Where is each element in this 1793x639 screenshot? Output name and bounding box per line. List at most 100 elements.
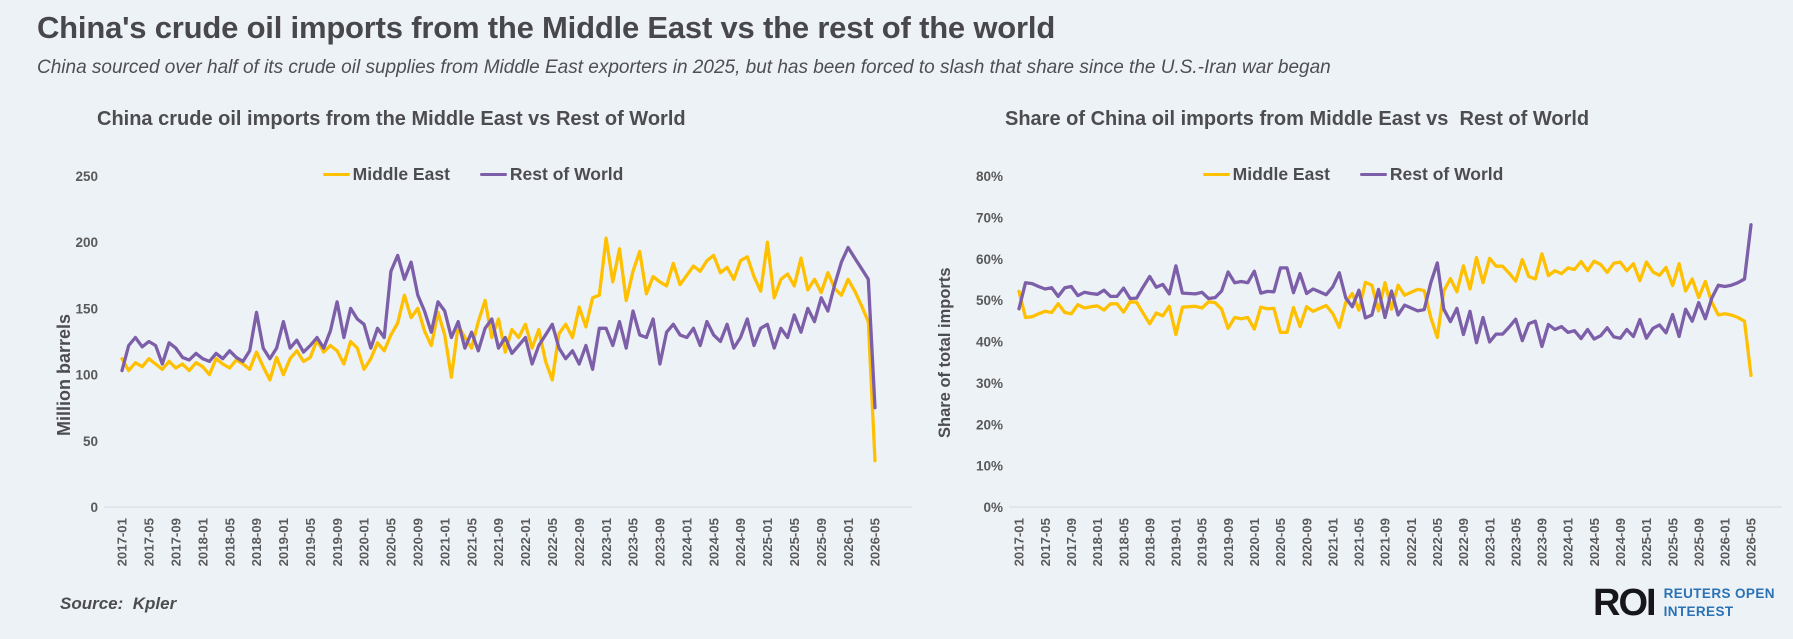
source-note: Source: Kpler <box>60 594 177 613</box>
x-tick-label: 2025-05 <box>1665 518 1680 566</box>
y-tick-label: 80% <box>976 169 1003 184</box>
x-tick-label: 2021-09 <box>1378 518 1393 566</box>
x-tick-label: 2025-01 <box>1639 518 1654 566</box>
x-tick-label: 2019-09 <box>330 518 345 566</box>
page-subtitle: China sourced over half of its crude oil… <box>37 57 1331 78</box>
x-tick-label: 2022-09 <box>572 518 587 566</box>
x-tick-label: 2017-09 <box>1064 518 1079 566</box>
x-tick-label: 2023-09 <box>653 518 668 566</box>
x-tick-label: 2022-05 <box>1430 518 1445 566</box>
rest-of-world-line <box>120 245 877 410</box>
x-tick-label: 2017-01 <box>1012 518 1027 566</box>
x-tick-label: 2019-01 <box>276 518 291 566</box>
x-tick-label: 2023-05 <box>1508 518 1523 566</box>
legend-label: Middle East <box>1232 164 1330 184</box>
x-tick-label: 2022-01 <box>1404 518 1419 566</box>
y-tick-label: 250 <box>75 169 98 184</box>
x-tick-label: 2018-01 <box>195 518 210 566</box>
legend-swatch <box>479 172 507 177</box>
x-tick-label: 2018-05 <box>1116 518 1131 566</box>
imports-chart: China crude oil imports from the Middle … <box>30 100 916 598</box>
x-tick-label: 2025-09 <box>814 518 829 566</box>
legend-swatch <box>322 172 350 177</box>
x-tick-label: 2019-09 <box>1221 518 1236 566</box>
y-tick-label: 70% <box>976 210 1003 225</box>
y-tick-label: 60% <box>976 252 1003 267</box>
x-tick-label: 2020-01 <box>357 518 372 566</box>
x-tick-label: 2019-05 <box>303 518 318 566</box>
x-tick-label: 2025-09 <box>1691 518 1706 566</box>
middle-east-line <box>1017 252 1753 378</box>
roi-logo-subtext: REUTERS OPEN INTEREST <box>1664 585 1775 620</box>
y-tick-label: 50 <box>83 434 98 449</box>
x-tick-label: 2024-01 <box>1561 518 1576 566</box>
x-tick-label: 2024-05 <box>1587 518 1602 566</box>
x-tick-label: 2020-05 <box>1273 518 1288 566</box>
y-tick-label: 150 <box>75 301 98 316</box>
x-tick-label: 2021-09 <box>491 518 506 566</box>
imports-legend: Middle East Rest of World <box>30 164 916 185</box>
roi-logo-line2: INTEREST <box>1663 604 1734 619</box>
roi-logo-text: ROI <box>1593 582 1657 624</box>
x-tick-label: 2024-09 <box>733 518 748 566</box>
y-tick-label: 10% <box>976 459 1003 474</box>
x-tick-label: 2024-05 <box>706 518 721 566</box>
legend-swatch <box>1202 172 1230 177</box>
imports-chart-title: China crude oil imports from the Middle … <box>97 108 686 130</box>
y-tick-label: 200 <box>75 235 98 250</box>
legend-swatch <box>1359 172 1387 177</box>
x-tick-label: 2025-01 <box>760 518 775 566</box>
x-tick-label: 2021-01 <box>1325 518 1340 566</box>
x-tick-label: 2023-01 <box>599 518 614 566</box>
x-tick-label: 2022-01 <box>518 518 533 566</box>
share-legend: Middle East Rest of World <box>920 164 1786 185</box>
x-tick-label: 2021-05 <box>464 518 479 566</box>
x-tick-label: 2021-05 <box>1352 518 1367 566</box>
roi-logo: ROI REUTERS OPEN INTEREST <box>1593 584 1775 622</box>
x-tick-label: 2020-05 <box>384 518 399 566</box>
x-tick-label: 2024-09 <box>1613 518 1628 566</box>
x-tick-label: 2018-01 <box>1090 518 1105 566</box>
x-tick-label: 2023-05 <box>626 518 641 566</box>
x-tick-label: 2022-05 <box>545 518 560 566</box>
x-tick-label: 2018-09 <box>1142 518 1157 566</box>
legend-label: Rest of World <box>509 164 624 184</box>
y-tick-label: 0 <box>90 500 98 515</box>
x-tick-label: 2023-09 <box>1535 518 1550 566</box>
y-tick-label: 40% <box>976 335 1003 350</box>
x-tick-label: 2017-05 <box>1038 518 1053 566</box>
legend-label: Middle East <box>352 164 450 184</box>
y-tick-label: 30% <box>976 376 1003 391</box>
x-tick-label: 2017-09 <box>168 518 183 566</box>
x-tick-label: 2026-05 <box>868 518 883 566</box>
legend-item: Middle East <box>1202 164 1330 185</box>
x-tick-label: 2018-09 <box>249 518 264 566</box>
x-tick-label: 2026-01 <box>841 518 856 566</box>
x-tick-label: 2017-01 <box>115 518 130 566</box>
share-chart-title: Share of China oil imports from Middle E… <box>1005 108 1590 130</box>
x-tick-label: 2022-09 <box>1456 518 1471 566</box>
y-tick-label: 20% <box>976 417 1003 432</box>
x-tick-label: 2019-01 <box>1169 518 1184 566</box>
x-tick-label: 2021-01 <box>437 518 452 566</box>
legend-label: Rest of World <box>1389 164 1504 184</box>
x-tick-label: 2023-01 <box>1482 518 1497 566</box>
roi-logo-line1: REUTERS OPEN <box>1663 586 1775 602</box>
y-tick-label: 0% <box>983 500 1003 515</box>
rest-of-world-line <box>1017 223 1753 349</box>
y-tick-label: 100 <box>75 368 98 383</box>
x-tick-label: 2020-01 <box>1247 518 1262 566</box>
legend-item: Rest of World <box>479 164 624 185</box>
plot-area: 0 50 100 150 200 250 2017-01 2017-05 2017-09 2018… <box>75 169 912 566</box>
page-title: China's crude oil imports from the Middl… <box>37 10 1056 45</box>
x-tick-label: 2026-01 <box>1718 518 1733 566</box>
x-tick-label: 2018-05 <box>222 518 237 566</box>
header: China's crude oil imports from the Middl… <box>37 10 1763 79</box>
x-tick-label: 2019-05 <box>1195 518 1210 566</box>
x-tick-label: 2025-05 <box>787 518 802 566</box>
x-tick-label: 2017-05 <box>142 518 157 566</box>
legend-item: Rest of World <box>1359 164 1504 185</box>
plot-area: 0% 10% 20% 30% 40% 50% 60% 70% 80% 2017-01 2017-05… <box>976 169 1782 566</box>
x-tick-label: 2024-01 <box>679 518 694 566</box>
